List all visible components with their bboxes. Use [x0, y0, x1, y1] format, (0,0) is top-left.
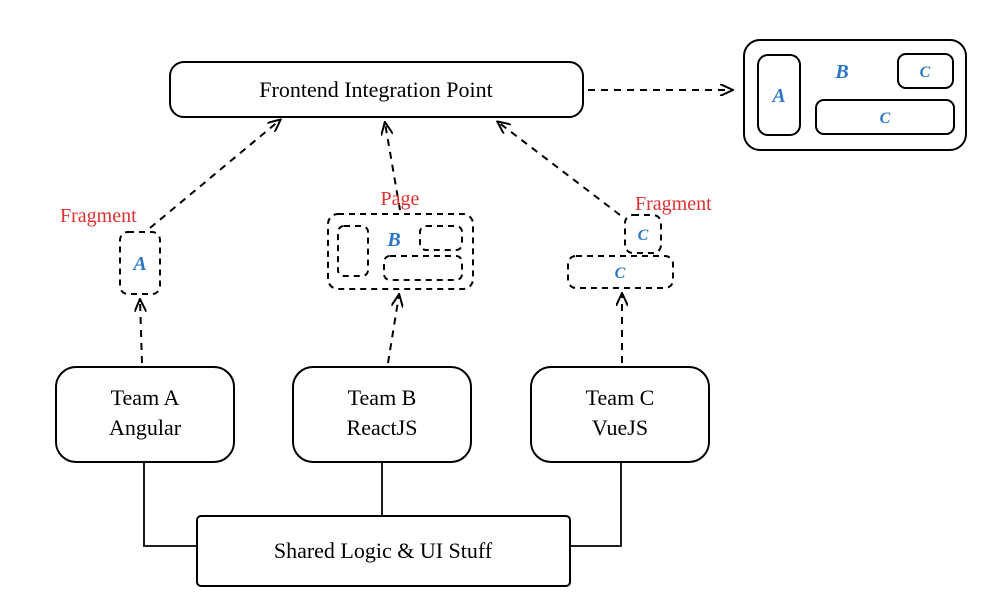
edge-teamA-to-shared: [144, 462, 197, 546]
output-letter-c1: C: [920, 64, 931, 81]
output-letter-a: A: [770, 85, 785, 107]
team-a-node: Team A Angular: [56, 367, 234, 462]
shared-label: Shared Logic & UI Stuff: [274, 538, 493, 563]
team-c-line1: Team C: [586, 385, 655, 410]
team-b-line1: Team B: [348, 385, 417, 410]
page-b-letter: B: [386, 229, 400, 251]
integration-node: Frontend Integration Point: [170, 62, 583, 117]
output-panel: A B C C: [744, 40, 966, 150]
fragment-c-node: Fragment C C: [568, 193, 712, 288]
output-letter-c2: C: [880, 110, 891, 127]
shared-node: Shared Logic & UI Stuff: [197, 516, 570, 586]
fragment-c-letter-2: C: [615, 265, 626, 282]
edge-teamA-to-fragA: [140, 300, 142, 363]
fragment-a-letter: A: [131, 253, 146, 275]
team-c-line2: VueJS: [592, 415, 648, 440]
fragment-c-annotation: Fragment: [635, 193, 712, 215]
output-letter-b: B: [834, 61, 848, 83]
team-b-node: Team B ReactJS: [293, 367, 471, 462]
edge-teamC-to-shared: [570, 462, 621, 546]
page-b-node: Page B: [328, 188, 473, 289]
team-a-line2: Angular: [109, 415, 182, 440]
edge-fragC-to-int: [498, 122, 620, 215]
edge-teamB-to-pageB: [388, 295, 399, 363]
fragment-a-annotation: Fragment: [60, 205, 137, 227]
page-b-annotation: Page: [381, 188, 420, 210]
team-a-line1: Team A: [111, 385, 180, 410]
team-b-line2: ReactJS: [347, 415, 418, 440]
edge-fragA-to-int: [150, 120, 280, 228]
team-c-node: Team C VueJS: [531, 367, 709, 462]
fragment-a-node: Fragment A: [60, 205, 160, 294]
integration-label: Frontend Integration Point: [259, 77, 492, 102]
fragment-c-letter-1: C: [638, 227, 649, 244]
